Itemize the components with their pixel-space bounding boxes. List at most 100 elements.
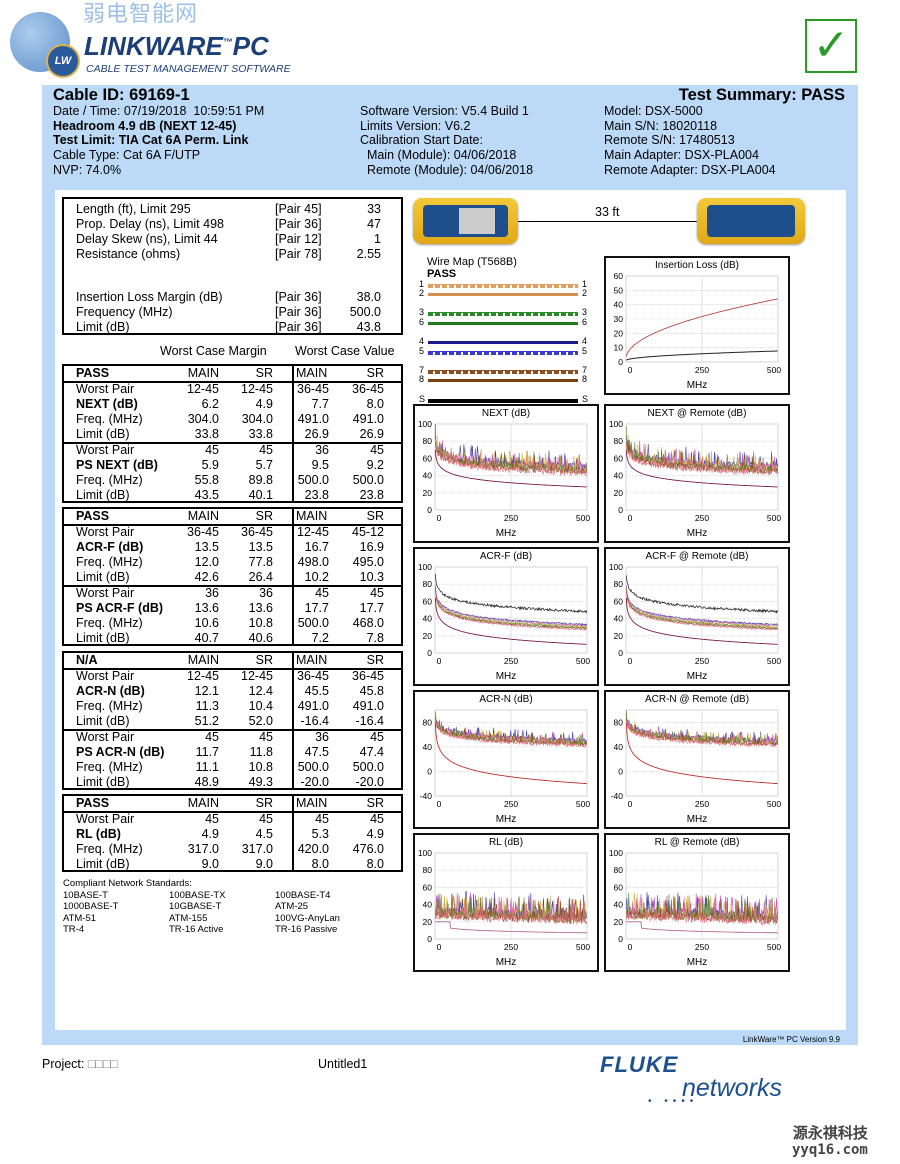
row-label: Limit (dB): [76, 857, 130, 871]
standard-item: 100BASE-T4: [275, 889, 331, 901]
cell: 12.1: [194, 684, 219, 698]
cell: 495.0: [352, 555, 384, 569]
summary-pair: [Pair 36]: [275, 290, 322, 304]
column-header: MAIN: [296, 509, 328, 523]
row-divider: [64, 668, 401, 670]
row-label: ACR-F (dB): [76, 540, 144, 554]
chart-x-label: MHz: [686, 814, 708, 825]
summary-label: Length (ft), Limit 295: [76, 202, 191, 216]
cell: 45: [370, 443, 384, 457]
x-tick-label: 250: [695, 799, 709, 809]
summary-label: Frequency (MHz): [76, 305, 173, 319]
row-label: PS ACR-F (dB): [76, 601, 164, 615]
pair-trace: [434, 573, 588, 614]
cell: 13.5: [248, 540, 273, 554]
y-tick-label: 20: [423, 488, 433, 498]
cell: 11.1: [195, 760, 219, 774]
chart-title: ACR-N @ Remote (dB): [644, 694, 750, 705]
column-header: MAIN: [187, 509, 219, 523]
cell: 9.2: [366, 458, 384, 472]
cell: 317.0: [187, 842, 219, 856]
y-tick-label: 60: [614, 453, 624, 463]
x-tick-label: 500: [767, 799, 781, 809]
y-tick-label: 40: [614, 900, 624, 910]
cell: 500.0: [297, 473, 329, 487]
cell: 7.7: [311, 397, 329, 411]
row-label: NEXT (dB): [76, 397, 138, 411]
linkware-logo: LW 弱电智能网 LINKWARE™PC CABLE TEST MANAGEME…: [8, 2, 298, 80]
y-tick-label: 0: [618, 505, 623, 515]
cable-id: Cable ID: 69169-1: [53, 86, 190, 104]
chart-title: NEXT @ Remote (dB): [647, 408, 747, 419]
column-header: SR: [366, 509, 384, 523]
header-col-1: Date / Time: 07/19/2018 10:59:51 PM Headr…: [53, 104, 264, 178]
column-header: MAIN: [296, 653, 328, 667]
cell: 36: [259, 586, 273, 600]
cell: 40.1: [248, 488, 273, 502]
cable-type: Cable Type: Cat 6A F/UTP: [53, 148, 201, 163]
pin-left: S: [419, 394, 426, 404]
result-table: PASS MAIN SR MAIN SR Worst Pair 45 45 45 45 RL (dB…: [62, 794, 403, 872]
pair-trace: [435, 894, 587, 925]
summary-pair: [Pair 36]: [275, 217, 322, 231]
row-label: Limit (dB): [76, 714, 130, 728]
limit-line: [625, 449, 778, 488]
cell: 491.0: [352, 412, 384, 426]
x-tick-label: 250: [504, 513, 518, 523]
logo-badge: LW: [46, 44, 80, 78]
cell: 7.8: [366, 631, 384, 645]
y-tick-label: 60: [423, 882, 433, 892]
header-col-3: Model: DSX-5000 Main S/N: 18020118 Remote …: [604, 104, 776, 178]
table-status: PASS: [76, 509, 110, 523]
row-label: Worst Pair: [76, 730, 135, 744]
pair-trace: [626, 719, 778, 748]
y-tick-label: 60: [423, 453, 433, 463]
row-label: ACR-N (dB): [76, 684, 145, 698]
summary-label: Resistance (ohms): [76, 247, 181, 261]
wire-pair-2: [428, 293, 578, 296]
x-tick-label: 250: [695, 365, 709, 375]
cell: 304.0: [241, 412, 273, 426]
table-status: N/A: [76, 653, 98, 667]
column-header: MAIN: [296, 366, 328, 380]
y-tick-label: -40: [611, 791, 624, 801]
cell: 77.8: [248, 555, 273, 569]
pair-trace: [435, 590, 587, 631]
cell: 26.4: [248, 570, 273, 584]
y-tick-label: 20: [614, 917, 624, 927]
standard-item: ATM-51: [63, 912, 97, 924]
cell: 55.8: [194, 473, 219, 487]
wire-pair-1: [428, 284, 578, 288]
y-tick-label: 20: [423, 631, 433, 641]
cell: 36: [315, 730, 329, 744]
chart-x-label: MHz: [495, 814, 517, 825]
pair-trace: [435, 720, 587, 748]
column-header: SR: [366, 653, 384, 667]
chart-5: -40 0 40 80 0 250 500 ACR-N (dB) MHz: [413, 690, 599, 829]
calibration-date-label: Calibration Start Date:: [360, 133, 483, 148]
column-header: MAIN: [296, 796, 328, 810]
y-tick-label: 100: [418, 562, 432, 572]
row-label: Limit (dB): [76, 570, 130, 584]
y-tick-label: 60: [614, 882, 624, 892]
cell: 40.6: [248, 631, 273, 645]
limit-line: [626, 921, 778, 934]
chart-title: ACR-N (dB): [479, 694, 533, 705]
pin-left: 5: [419, 346, 425, 356]
cell: -16.4: [300, 714, 330, 728]
wire-pair-6: [428, 322, 578, 325]
chart-title: RL (dB): [488, 837, 524, 848]
y-tick-label: 40: [423, 742, 433, 752]
y-tick-label: 40: [423, 614, 433, 624]
row-label: RL (dB): [76, 827, 121, 841]
pin-left: 7: [419, 365, 425, 375]
column-header: SR: [255, 653, 273, 667]
cell: 13.5: [194, 540, 219, 554]
logo-tm: ™: [222, 37, 233, 49]
cell: 36-45: [241, 525, 273, 539]
chart-x-label: MHz: [686, 528, 708, 539]
pair-trace: [435, 441, 587, 475]
cell: 36: [205, 586, 219, 600]
cell: 52.0: [248, 714, 273, 728]
